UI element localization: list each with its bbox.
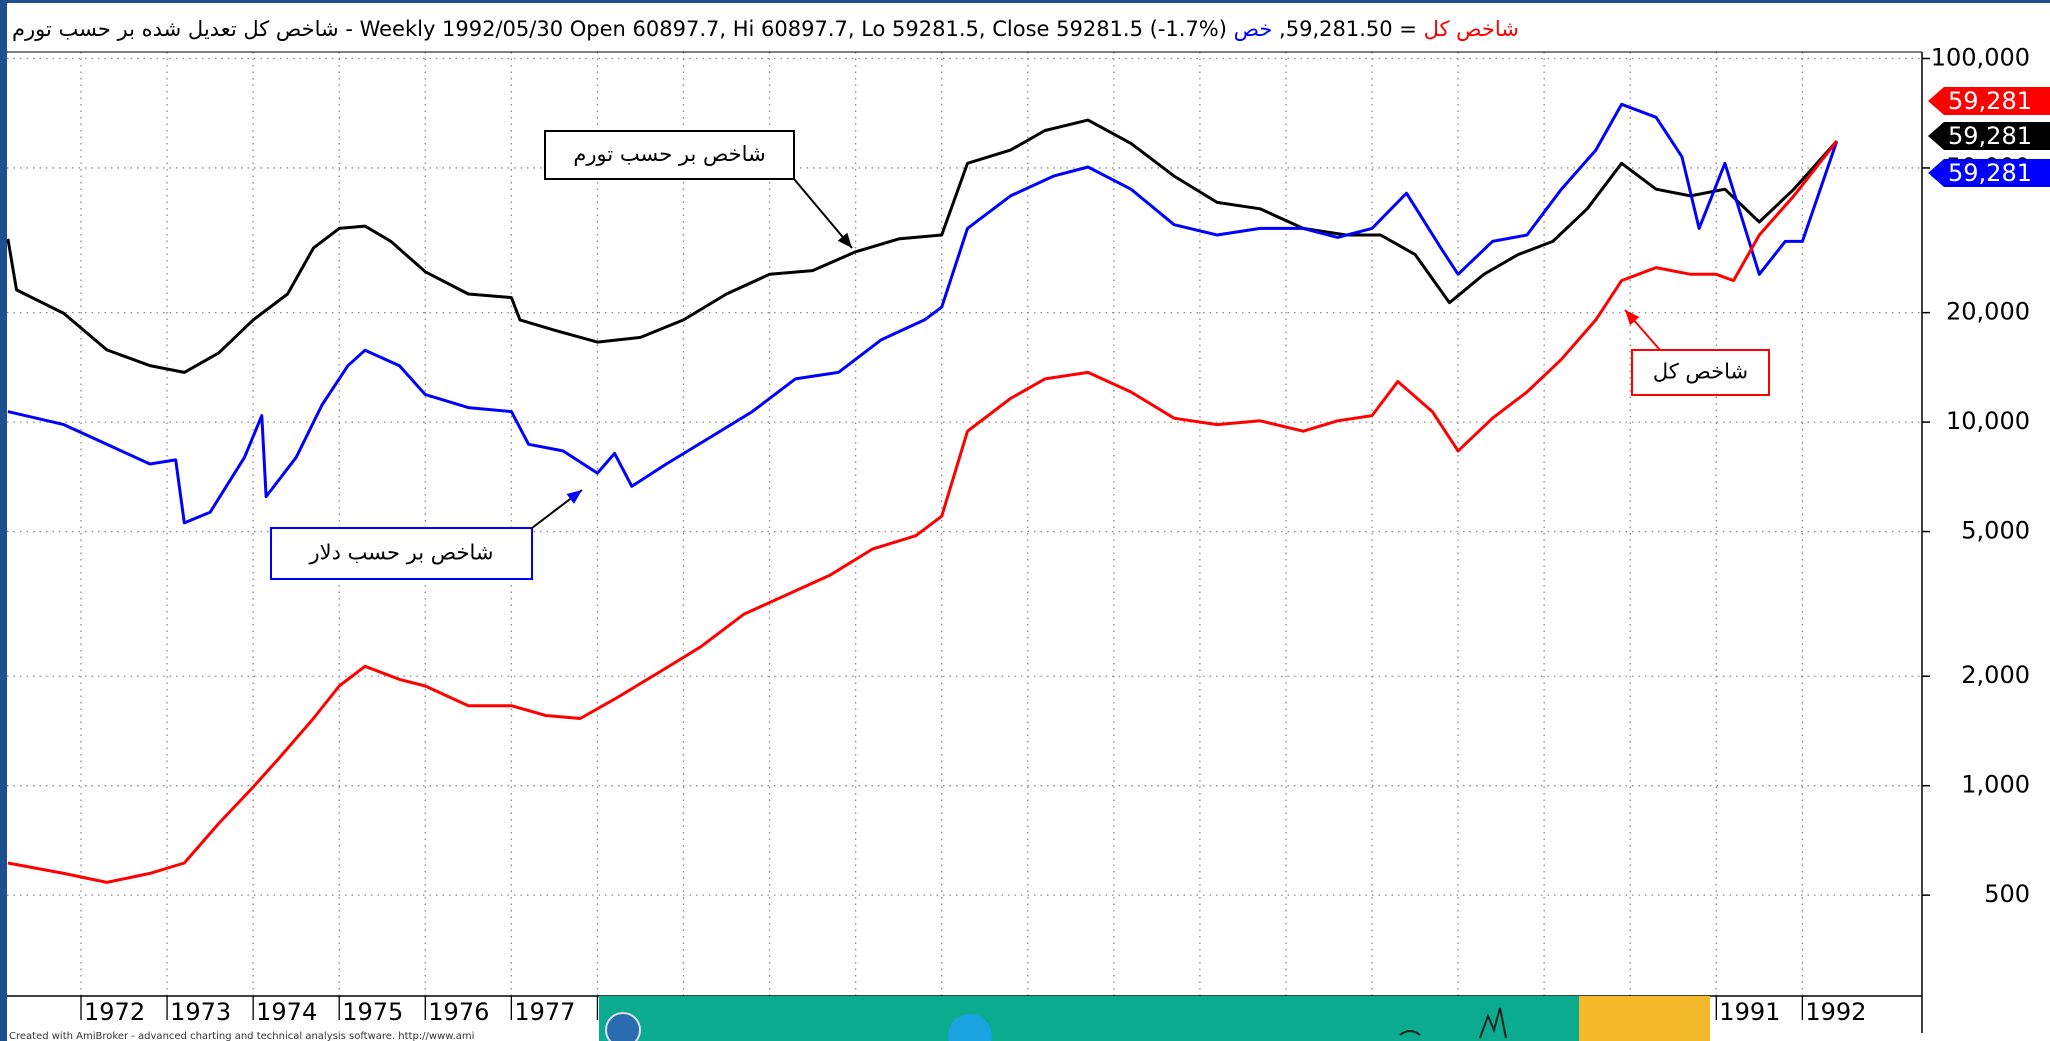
- y-tick-label: 1,000: [1961, 771, 2030, 799]
- x-tick-label: 1991: [1719, 998, 1780, 1026]
- last-value-label: 59,281: [1948, 159, 2032, 187]
- y-tick-label: 2,000: [1961, 661, 2030, 689]
- overlay-banner: [599, 996, 1710, 1041]
- title-part: شاخص کل: [1424, 17, 1519, 41]
- chart: شاخص کل تعدیل شده بر حسب تورم - Weekly 1…: [0, 0, 2050, 1041]
- x-tick-label: 1973: [170, 998, 231, 1026]
- annotation-text: شاخص بر حسب تورم: [573, 142, 765, 166]
- banner: [599, 996, 1710, 1041]
- y-tick-label: 20,000: [1946, 298, 2030, 326]
- x-tick-label: 1992: [1805, 998, 1866, 1026]
- last-value-label: 59,281: [1948, 87, 2032, 115]
- x-tick-label: 1975: [342, 998, 403, 1026]
- title-part: خص: [1234, 17, 1273, 41]
- title-part: شاخص کل تعدیل شده بر حسب تورم - Weekly 1…: [12, 17, 1234, 41]
- annotation-text: شاخص بر حسب دلار: [309, 541, 494, 565]
- x-tick-label: 1977: [514, 998, 575, 1026]
- footer: Created with AmiBroker - advanced charti…: [9, 1031, 474, 1041]
- banner-block: [1579, 996, 1710, 1041]
- y-tick-label: 500: [1984, 880, 2030, 908]
- chart-background: [7, 3, 2050, 1041]
- y-tick-label: 10,000: [1946, 407, 2030, 435]
- x-tick-label: 1976: [428, 998, 489, 1026]
- annotation-text: شاخص کل: [1653, 360, 1748, 384]
- x-tick-label: 1972: [84, 998, 145, 1026]
- title-part: = 59,281.50,: [1272, 17, 1423, 41]
- chart-title: شاخص کل تعدیل شده بر حسب تورم - Weekly 1…: [12, 17, 1519, 41]
- banner-icon: [606, 1013, 640, 1041]
- last-value-label: 59,281: [1948, 122, 2032, 150]
- y-tick-label: 5,000: [1961, 517, 2030, 545]
- y-tick-label: 100,000: [1931, 43, 2030, 71]
- x-tick-label: 1974: [256, 998, 317, 1026]
- page: شاخص کل تعدیل شده بر حسب تورم - Weekly 1…: [0, 0, 2050, 1041]
